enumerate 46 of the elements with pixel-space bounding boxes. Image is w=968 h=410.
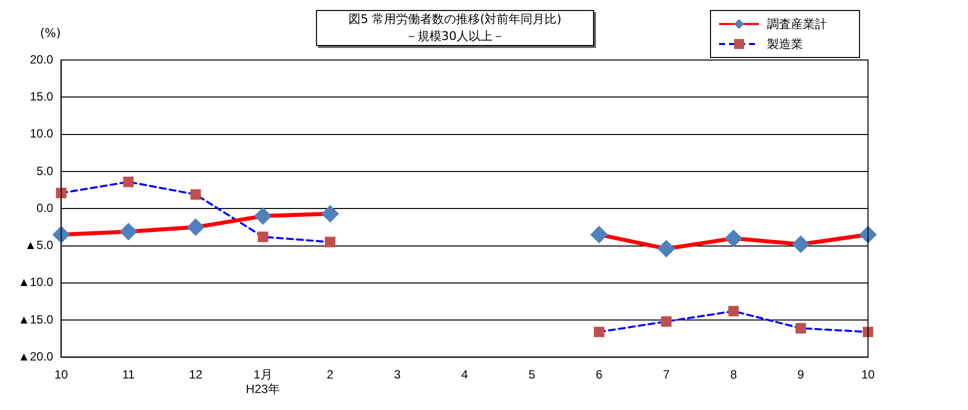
point — [53, 226, 70, 243]
x-tick-label: 3 — [394, 368, 402, 382]
x-tick-label: 6 — [596, 368, 603, 382]
chart-subtitle: －規模30人以上－ — [404, 28, 506, 45]
chart-title: 図5 常用労働者数の推移(対前年同月比) — [348, 11, 562, 28]
x-tick-label: 4 — [461, 368, 468, 382]
y-tick-label: 5.0 — [36, 164, 54, 178]
y-axis-title: (%) — [40, 26, 61, 40]
point — [254, 208, 271, 224]
point — [123, 176, 134, 188]
point — [56, 188, 66, 198]
x-tick-label: 2 — [326, 368, 334, 382]
point — [661, 316, 672, 327]
point — [591, 226, 608, 243]
x-tick-label: 11 — [122, 368, 136, 382]
x-tick-label: 10 — [54, 368, 68, 382]
x-tick-label: 5 — [528, 368, 536, 382]
point — [728, 306, 739, 316]
point — [594, 326, 604, 338]
y-tick-label: 15.0 — [30, 89, 54, 104]
point — [796, 322, 806, 334]
x-tick-label: 10 — [861, 368, 875, 382]
point — [120, 224, 136, 240]
point — [258, 232, 268, 242]
y-tick-label: ▲10.0 — [18, 275, 54, 290]
y-tick-label: 20.0 — [30, 52, 54, 66]
x-tick-label: 12 — [189, 368, 203, 382]
point — [860, 226, 876, 243]
point — [324, 236, 336, 248]
y-tick-label: 10.0 — [30, 126, 54, 141]
point — [188, 219, 204, 236]
x-tick-label: 9 — [797, 368, 804, 382]
point — [190, 189, 201, 200]
y-tick-label: ▲5.0 — [24, 238, 54, 252]
legend-label: 製造業 — [767, 36, 803, 52]
y-tick-label: ▲20.0 — [18, 350, 54, 364]
x-tick-label: 8 — [730, 368, 738, 382]
point — [726, 230, 742, 246]
y-tick-label: 0.0 — [36, 200, 54, 215]
point — [658, 240, 674, 257]
point — [792, 236, 809, 252]
legend-label: 調査産業計 — [767, 16, 827, 32]
point — [322, 206, 338, 222]
x-tick-label: 7 — [662, 368, 670, 382]
y-tick-label: ▲15.0 — [18, 312, 54, 326]
x-tick-label: 1月 H23年 — [246, 368, 280, 396]
